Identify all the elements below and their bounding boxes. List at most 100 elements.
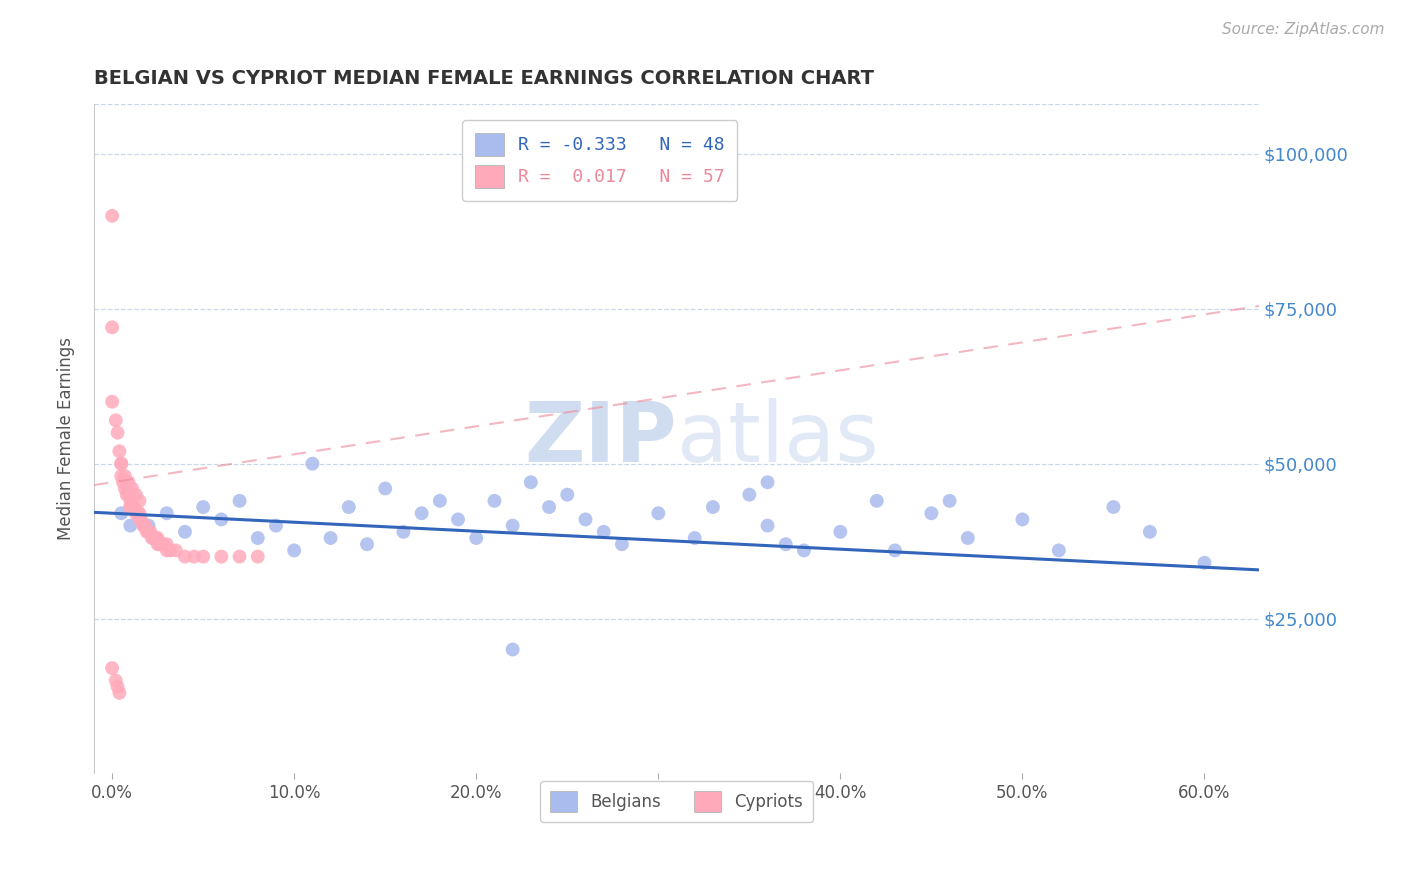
Point <box>120 500 142 514</box>
Point <box>356 537 378 551</box>
Point <box>165 543 187 558</box>
Point <box>114 469 136 483</box>
Text: Source: ZipAtlas.com: Source: ZipAtlas.com <box>1222 22 1385 37</box>
Text: atlas: atlas <box>676 399 879 479</box>
Point <box>104 673 127 688</box>
Point <box>150 537 173 551</box>
Point <box>793 543 815 558</box>
Point <box>117 475 139 490</box>
Point <box>110 457 132 471</box>
Point <box>374 482 396 496</box>
Point <box>156 537 179 551</box>
Point <box>135 524 157 539</box>
Point <box>264 518 287 533</box>
Point <box>756 518 779 533</box>
Y-axis label: Median Female Earnings: Median Female Earnings <box>58 337 75 541</box>
Point <box>191 500 214 514</box>
Point <box>138 524 160 539</box>
Point <box>520 475 543 490</box>
Point <box>128 512 150 526</box>
Point <box>866 493 889 508</box>
Point <box>555 488 578 502</box>
Point <box>702 500 724 514</box>
Point <box>502 642 524 657</box>
Point <box>319 531 342 545</box>
Point <box>209 549 232 564</box>
Point <box>592 524 614 539</box>
Text: ZIP: ZIP <box>524 399 676 479</box>
Point <box>174 549 197 564</box>
Point <box>301 457 323 471</box>
Point <box>120 500 142 514</box>
Point <box>125 506 148 520</box>
Point <box>1102 500 1125 514</box>
Point <box>1011 512 1033 526</box>
Point <box>283 543 305 558</box>
Point <box>125 488 148 502</box>
Point <box>134 518 156 533</box>
Point <box>209 512 232 526</box>
Point <box>129 512 152 526</box>
Point <box>484 493 506 508</box>
Point <box>108 686 131 700</box>
Point <box>120 518 142 533</box>
Point <box>337 500 360 514</box>
Point <box>1139 524 1161 539</box>
Point <box>183 549 205 564</box>
Point <box>134 518 156 533</box>
Point <box>156 506 179 520</box>
Point <box>152 537 174 551</box>
Point <box>1194 556 1216 570</box>
Point <box>191 549 214 564</box>
Point <box>647 506 669 520</box>
Point <box>117 488 139 502</box>
Point <box>228 549 250 564</box>
Point <box>246 531 269 545</box>
Point <box>128 493 150 508</box>
Point <box>145 531 167 545</box>
Point <box>538 500 561 514</box>
Point <box>683 531 706 545</box>
Point <box>138 518 160 533</box>
Point <box>132 518 155 533</box>
Point <box>756 475 779 490</box>
Text: BELGIAN VS CYPRIOT MEDIAN FEMALE EARNINGS CORRELATION CHART: BELGIAN VS CYPRIOT MEDIAN FEMALE EARNING… <box>94 69 875 87</box>
Point <box>107 425 129 440</box>
Point <box>956 531 979 545</box>
Point <box>138 524 160 539</box>
Point <box>101 394 124 409</box>
Point <box>411 506 433 520</box>
Point <box>120 493 142 508</box>
Point <box>392 524 415 539</box>
Point <box>1047 543 1070 558</box>
Point <box>101 661 124 675</box>
Point <box>101 320 124 334</box>
Point <box>159 543 181 558</box>
Point <box>127 506 149 520</box>
Point <box>101 209 124 223</box>
Point <box>920 506 942 520</box>
Point <box>115 488 138 502</box>
Point <box>121 482 143 496</box>
Point <box>156 543 179 558</box>
Point <box>146 537 169 551</box>
Point <box>107 680 129 694</box>
Point <box>610 537 633 551</box>
Point <box>146 531 169 545</box>
Point <box>574 512 596 526</box>
Point <box>738 488 761 502</box>
Point <box>429 493 451 508</box>
Point <box>122 500 145 514</box>
Point <box>174 524 197 539</box>
Point <box>775 537 797 551</box>
Point <box>139 524 162 539</box>
Point <box>143 531 166 545</box>
Point <box>938 493 960 508</box>
Point <box>114 482 136 496</box>
Point <box>465 531 488 545</box>
Point <box>228 493 250 508</box>
Point <box>447 512 470 526</box>
Point <box>110 469 132 483</box>
Point <box>112 475 135 490</box>
Point <box>141 531 163 545</box>
